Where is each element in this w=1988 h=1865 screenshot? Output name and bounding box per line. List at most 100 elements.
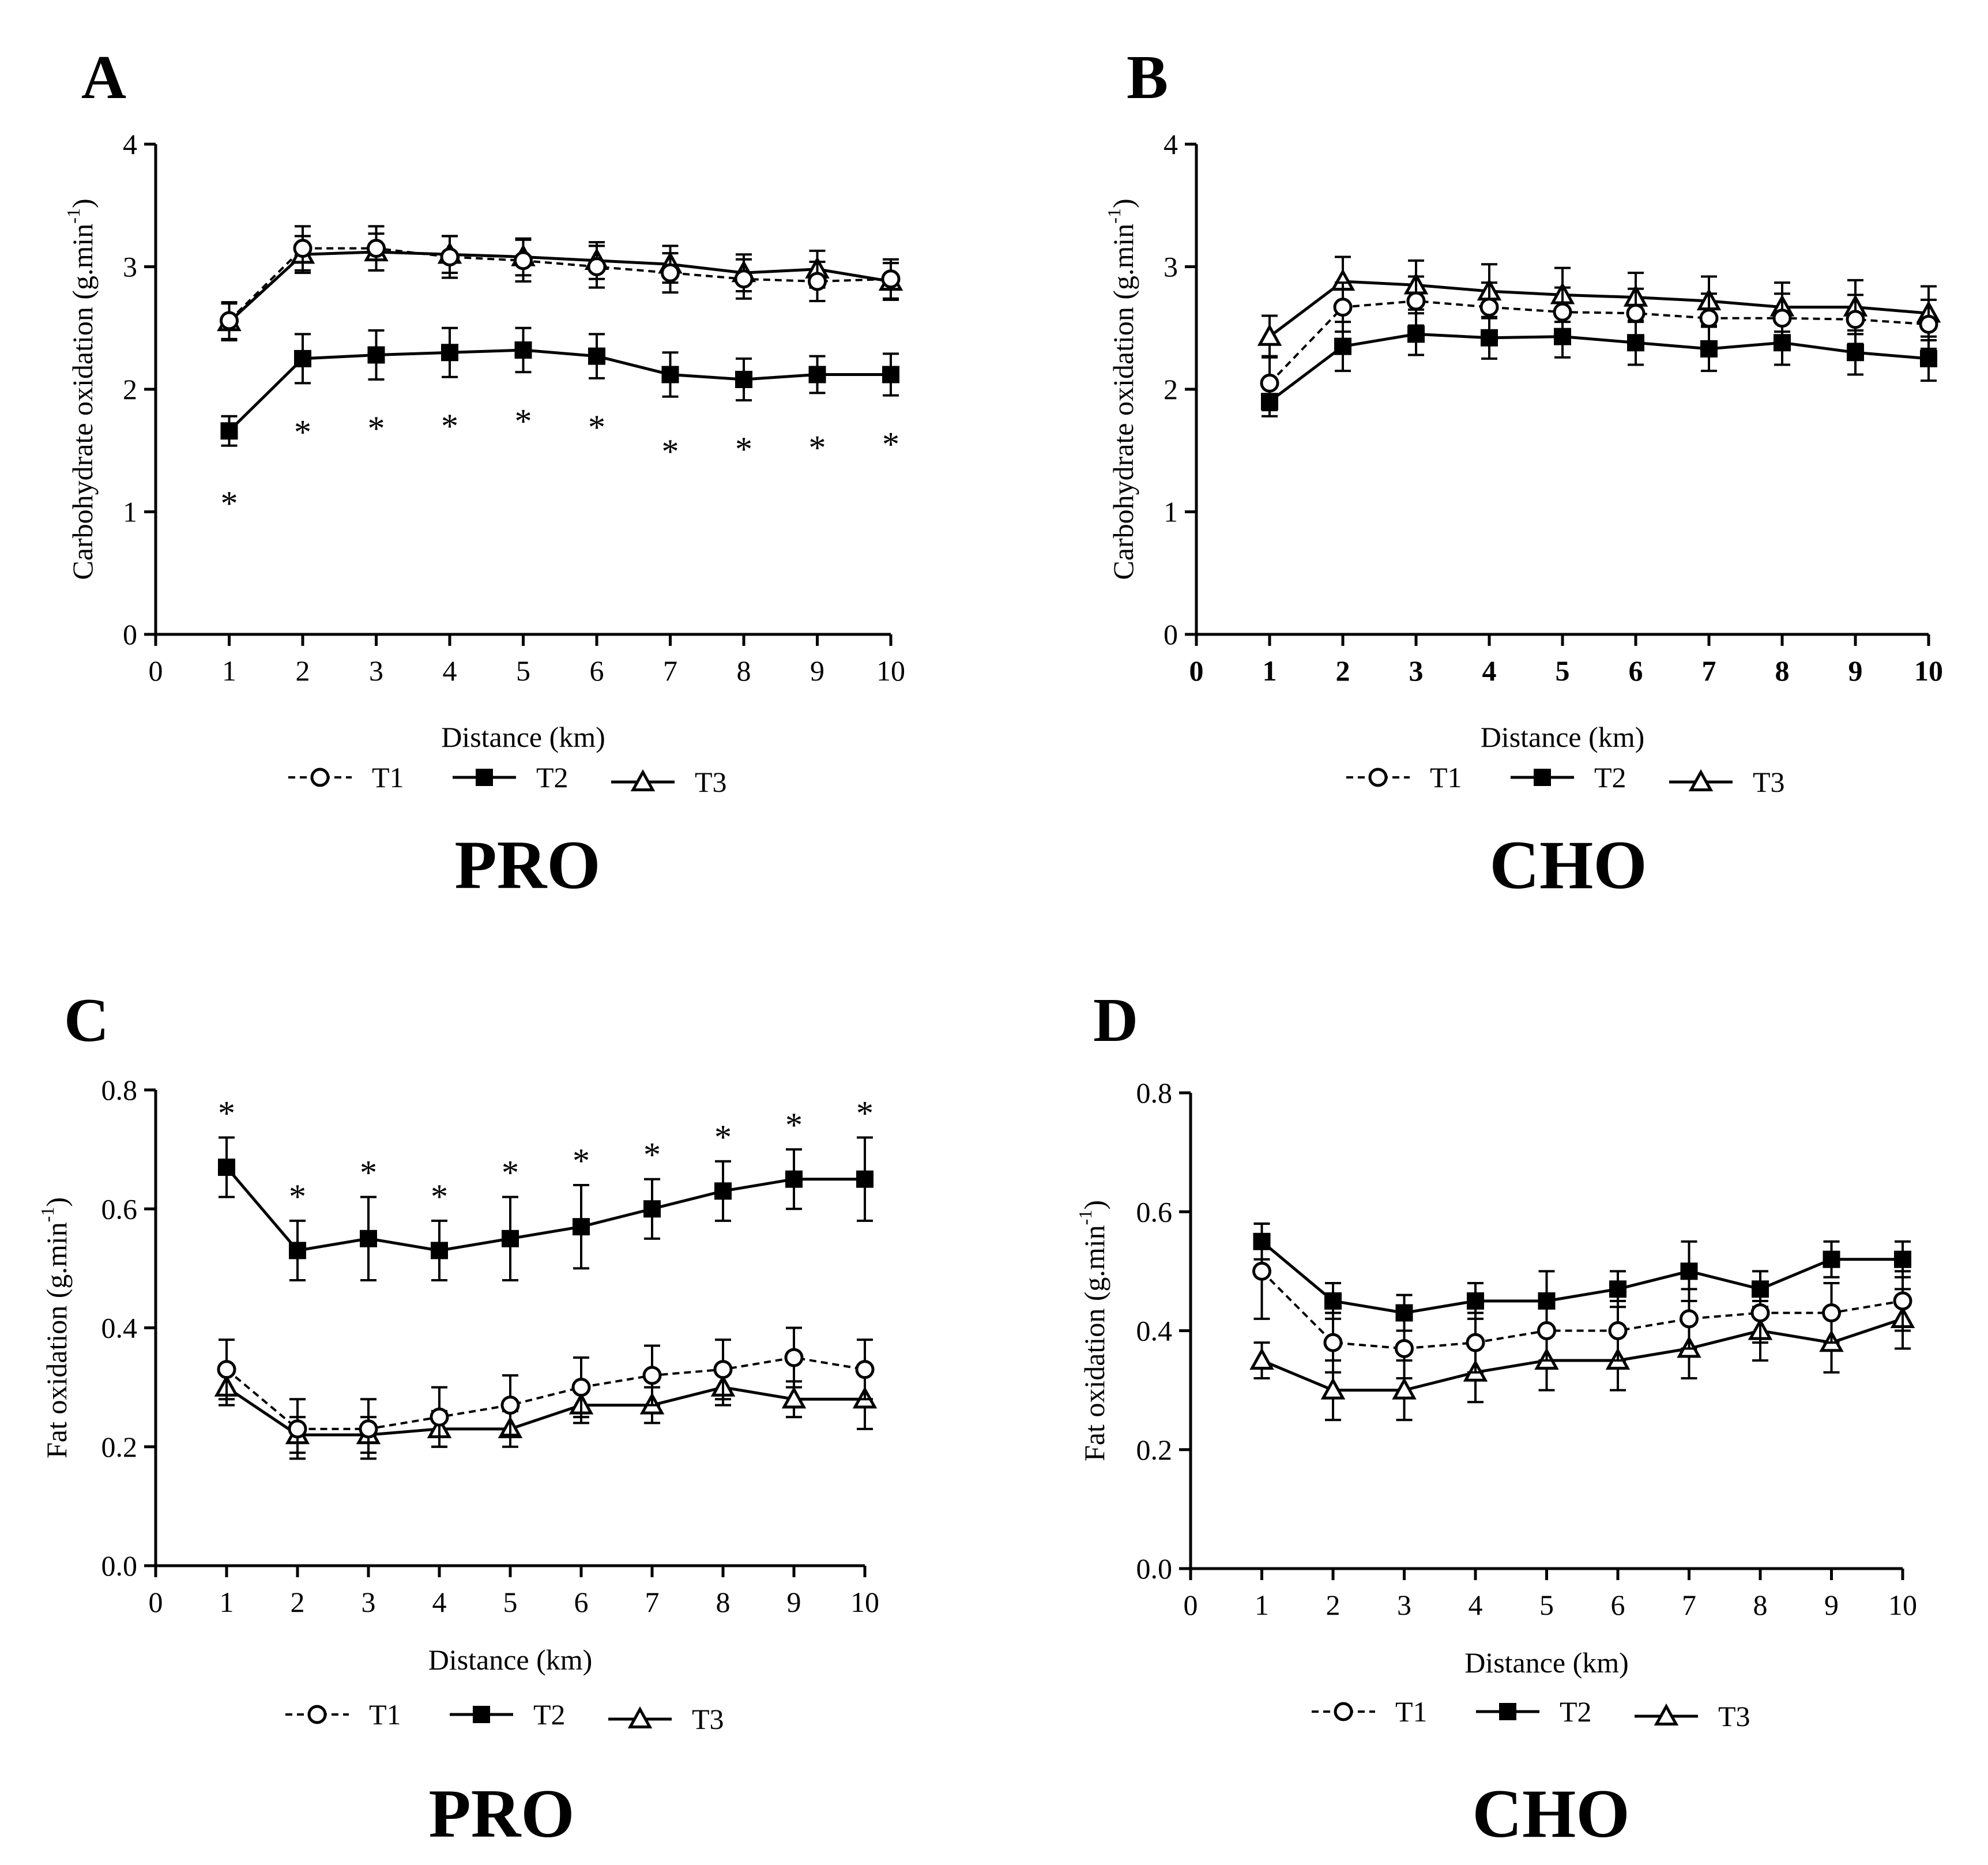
x-tick-label: 5 bbox=[516, 655, 530, 687]
significance-star: * bbox=[360, 1154, 377, 1192]
x-tick-label: 2 bbox=[291, 1586, 305, 1618]
legend-marker-t2-square-marker bbox=[476, 769, 493, 786]
series-t1 bbox=[220, 225, 901, 340]
panel-d: D 0 1 2 3 4 5 6 7 8 9 10 0.0 0.2 0.4 0.6 0.8 Distance (km… bbox=[1075, 986, 1917, 1852]
x-axis-title: Distance (km) bbox=[441, 721, 605, 753]
data-point-t1-circle-marker bbox=[784, 1348, 804, 1367]
x-tick-label: 1 bbox=[1255, 1589, 1269, 1621]
panel-c: C 0 1 2 3 4 5 6 7 8 9 10 0.0 0.2 0.4 0.6 0.8 Distance (km… bbox=[37, 986, 879, 1852]
significance-star: * bbox=[368, 409, 385, 448]
y-tick-label: 2 bbox=[123, 373, 137, 405]
data-point-t2-square-marker bbox=[882, 366, 899, 383]
data-point-t1-circle-marker bbox=[440, 247, 460, 266]
data-point-t1-circle-marker bbox=[514, 251, 533, 270]
legend-label-t3: T3 bbox=[695, 766, 727, 798]
y-tick-label: 3 bbox=[123, 251, 137, 283]
y-tick-label: 0.4 bbox=[101, 1312, 138, 1344]
data-point-t1-circle-marker bbox=[500, 1396, 520, 1415]
data-point-t2-square-marker bbox=[1920, 349, 1937, 367]
series-line-t1 bbox=[225, 1356, 865, 1430]
data-point-t1-circle-marker bbox=[1772, 309, 1792, 328]
data-point-t2-square-marker bbox=[714, 1182, 732, 1200]
data-point-t1-circle-marker bbox=[367, 239, 386, 258]
data-point-t3-triangle-marker bbox=[1249, 1347, 1274, 1370]
data-point-t1-circle-marker bbox=[855, 1360, 875, 1379]
series-line-t2 bbox=[225, 1166, 865, 1253]
y-tick-label: 0.8 bbox=[101, 1074, 138, 1106]
data-point-t2-square-marker bbox=[431, 1242, 448, 1259]
x-tick-label: 9 bbox=[1848, 655, 1863, 687]
data-point-t1-circle-marker bbox=[1553, 302, 1572, 322]
y-axis-title: Carbohydrate oxidation (g.min-1) bbox=[63, 198, 99, 580]
significance-star: * bbox=[573, 1142, 590, 1180]
legend-marker-t1-circle-marker bbox=[1368, 768, 1388, 787]
data-point-t1-circle-marker bbox=[642, 1366, 662, 1385]
x-tick-label: 6 bbox=[574, 1586, 589, 1618]
series-line-t3 bbox=[225, 1386, 865, 1437]
x-tick-label: 1 bbox=[220, 1586, 234, 1618]
y-axis-title-close: ) bbox=[1078, 1200, 1110, 1210]
data-point-t2-square-marker bbox=[1467, 1292, 1484, 1310]
data-point-t1-circle-marker bbox=[1919, 314, 1938, 334]
legend-label-t1: T1 bbox=[372, 761, 404, 794]
data-point-t2-square-marker bbox=[218, 1159, 235, 1176]
x-tick-label: 9 bbox=[1824, 1589, 1839, 1621]
data-point-t1-circle-marker bbox=[587, 257, 607, 276]
y-axis-title-main: Fat oxidation (g.min bbox=[1078, 1225, 1110, 1461]
data-point-t3-triangle-marker bbox=[781, 1386, 807, 1409]
x-tick-label: 5 bbox=[1539, 1589, 1554, 1621]
data-point-t2-square-marker bbox=[573, 1218, 590, 1236]
y-tick-label: 0.6 bbox=[101, 1193, 138, 1225]
y-tick-label: 1 bbox=[1164, 496, 1178, 528]
y-axis-title-superscript: -1 bbox=[1075, 1210, 1095, 1225]
series-t3 bbox=[217, 232, 903, 341]
x-tick-label: 7 bbox=[1682, 1589, 1696, 1621]
data-point-t1-circle-marker bbox=[293, 239, 312, 258]
significance-star: * bbox=[221, 484, 238, 522]
series-t1 bbox=[1252, 1222, 1912, 1379]
legend-marker-t3-triangle-marker bbox=[627, 1706, 653, 1729]
data-point-t3-triangle-marker bbox=[1257, 324, 1282, 346]
significance-star: * bbox=[289, 1178, 306, 1216]
legend-marker-t1-circle-marker bbox=[1334, 1702, 1353, 1721]
legend-label-t2: T2 bbox=[536, 761, 568, 794]
y-axis-title-close: ) bbox=[66, 198, 99, 208]
data-point-t1-circle-marker bbox=[1822, 1303, 1841, 1323]
x-tick-label: 6 bbox=[590, 655, 604, 687]
legend-marker-t3-triangle-marker bbox=[1688, 769, 1714, 792]
x-tick-label: 6 bbox=[1611, 1589, 1625, 1621]
data-point-t2-square-marker bbox=[502, 1229, 519, 1247]
legend-label-t2: T2 bbox=[1560, 1695, 1592, 1728]
y-axis-title: Fat oxidation (g.min-1) bbox=[37, 1197, 73, 1458]
data-point-t2-square-marker bbox=[856, 1170, 873, 1188]
series-line-t1 bbox=[1261, 1270, 1903, 1350]
y-axis-title-superscript: -1 bbox=[37, 1207, 58, 1223]
data-point-t2-square-marker bbox=[643, 1200, 661, 1218]
data-point-t1-circle-marker bbox=[220, 311, 239, 330]
data-point-t1-circle-marker bbox=[217, 1360, 236, 1379]
significance-star: * bbox=[431, 1178, 448, 1216]
data-point-t2-square-marker bbox=[1609, 1280, 1626, 1298]
data-point-t1-circle-marker bbox=[1406, 291, 1426, 311]
legend: T1 T2 T3 bbox=[285, 1698, 724, 1735]
group-label-c: PRO bbox=[428, 1775, 574, 1852]
legend-marker-t2-square-marker bbox=[1534, 769, 1551, 786]
data-point-t1-circle-marker bbox=[1333, 298, 1353, 317]
legend-marker-t2-square-marker bbox=[473, 1706, 490, 1723]
x-tick-label: 9 bbox=[787, 1586, 801, 1618]
legend-label-t1: T1 bbox=[1395, 1695, 1428, 1728]
data-point-t1-circle-marker bbox=[808, 272, 827, 291]
series-line-t1 bbox=[1268, 299, 1929, 384]
y-tick-label: 4 bbox=[1164, 128, 1178, 160]
panel-letter-b: B bbox=[1127, 43, 1168, 112]
significance-star: * bbox=[294, 413, 311, 451]
y-axis-title-close: ) bbox=[40, 1197, 73, 1207]
x-tick-label: 0 bbox=[149, 1586, 163, 1618]
y-tick-label: 3 bbox=[1164, 251, 1178, 283]
x-tick-label: 5 bbox=[503, 1586, 518, 1618]
data-point-t2-square-marker bbox=[1680, 1262, 1698, 1280]
data-point-t2-square-marker bbox=[514, 341, 532, 359]
data-point-t2-square-marker bbox=[1334, 337, 1351, 355]
data-point-t1-circle-marker bbox=[713, 1360, 733, 1379]
y-axis-title-main: Carbohydrate oxidation (g.min bbox=[66, 224, 99, 580]
